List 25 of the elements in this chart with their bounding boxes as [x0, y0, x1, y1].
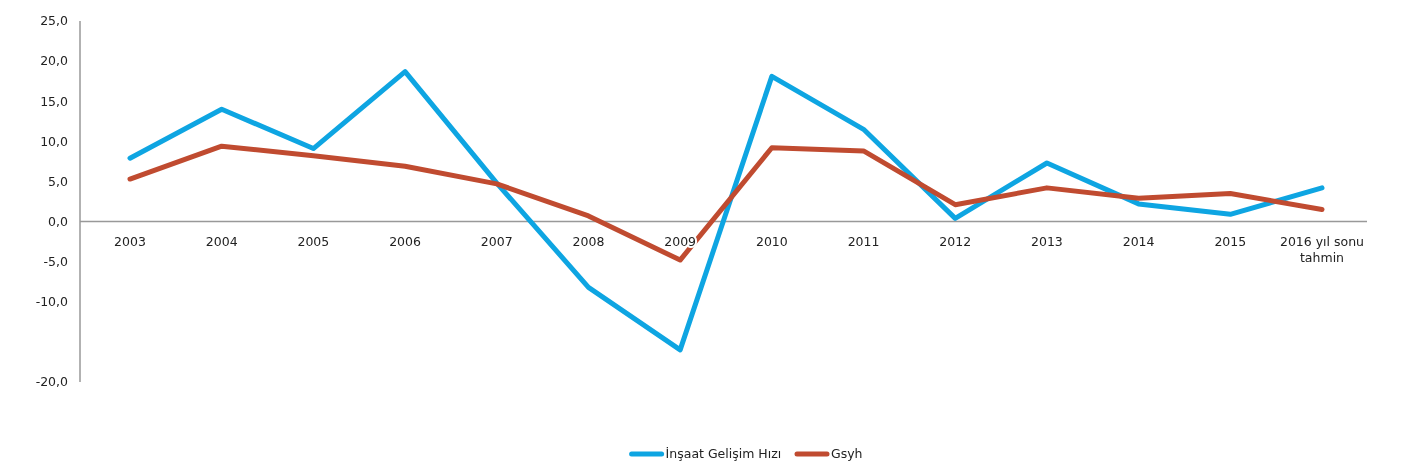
x-tick-label: 2012 — [939, 233, 972, 249]
x-tick-label: 2007 — [480, 233, 513, 249]
x-tick-label: 2004 — [205, 233, 238, 249]
x-tick-label: 2013 — [1031, 233, 1063, 249]
y-tick-label: 10,0 — [40, 133, 69, 149]
y-tick-label: 15,0 — [40, 93, 69, 109]
x-tick-label: 2003 — [114, 233, 146, 249]
y-tick-label: -10,0 — [35, 294, 69, 310]
x-tick-label: 2015 — [1214, 233, 1247, 249]
legend-label: Gsyh — [831, 446, 863, 461]
x-tick-label: 2006 — [389, 233, 422, 249]
x-tick-label: 2005 — [297, 233, 330, 249]
y-tick-label: -20,0 — [35, 374, 69, 390]
x-tick-label: 2008 — [572, 233, 605, 249]
y-tick-label: 25,0 — [40, 13, 69, 29]
x-tick-label: 2014 — [1122, 233, 1155, 249]
y-tick-label: 0,0 — [48, 213, 69, 229]
y-tick-label: -5,0 — [43, 254, 69, 270]
y-tick-label: 20,0 — [40, 53, 69, 69]
x-tick-label: 2009 — [664, 233, 697, 249]
x-tick-label: 2016 yıl sonu tahmin — [1279, 233, 1365, 265]
x-tick-label: 2011 — [847, 233, 880, 249]
x-tick-label: 2010 — [755, 233, 788, 249]
legend-label: İnşaat Gelişim Hızı — [665, 446, 782, 461]
y-tick-label: 5,0 — [48, 173, 69, 189]
